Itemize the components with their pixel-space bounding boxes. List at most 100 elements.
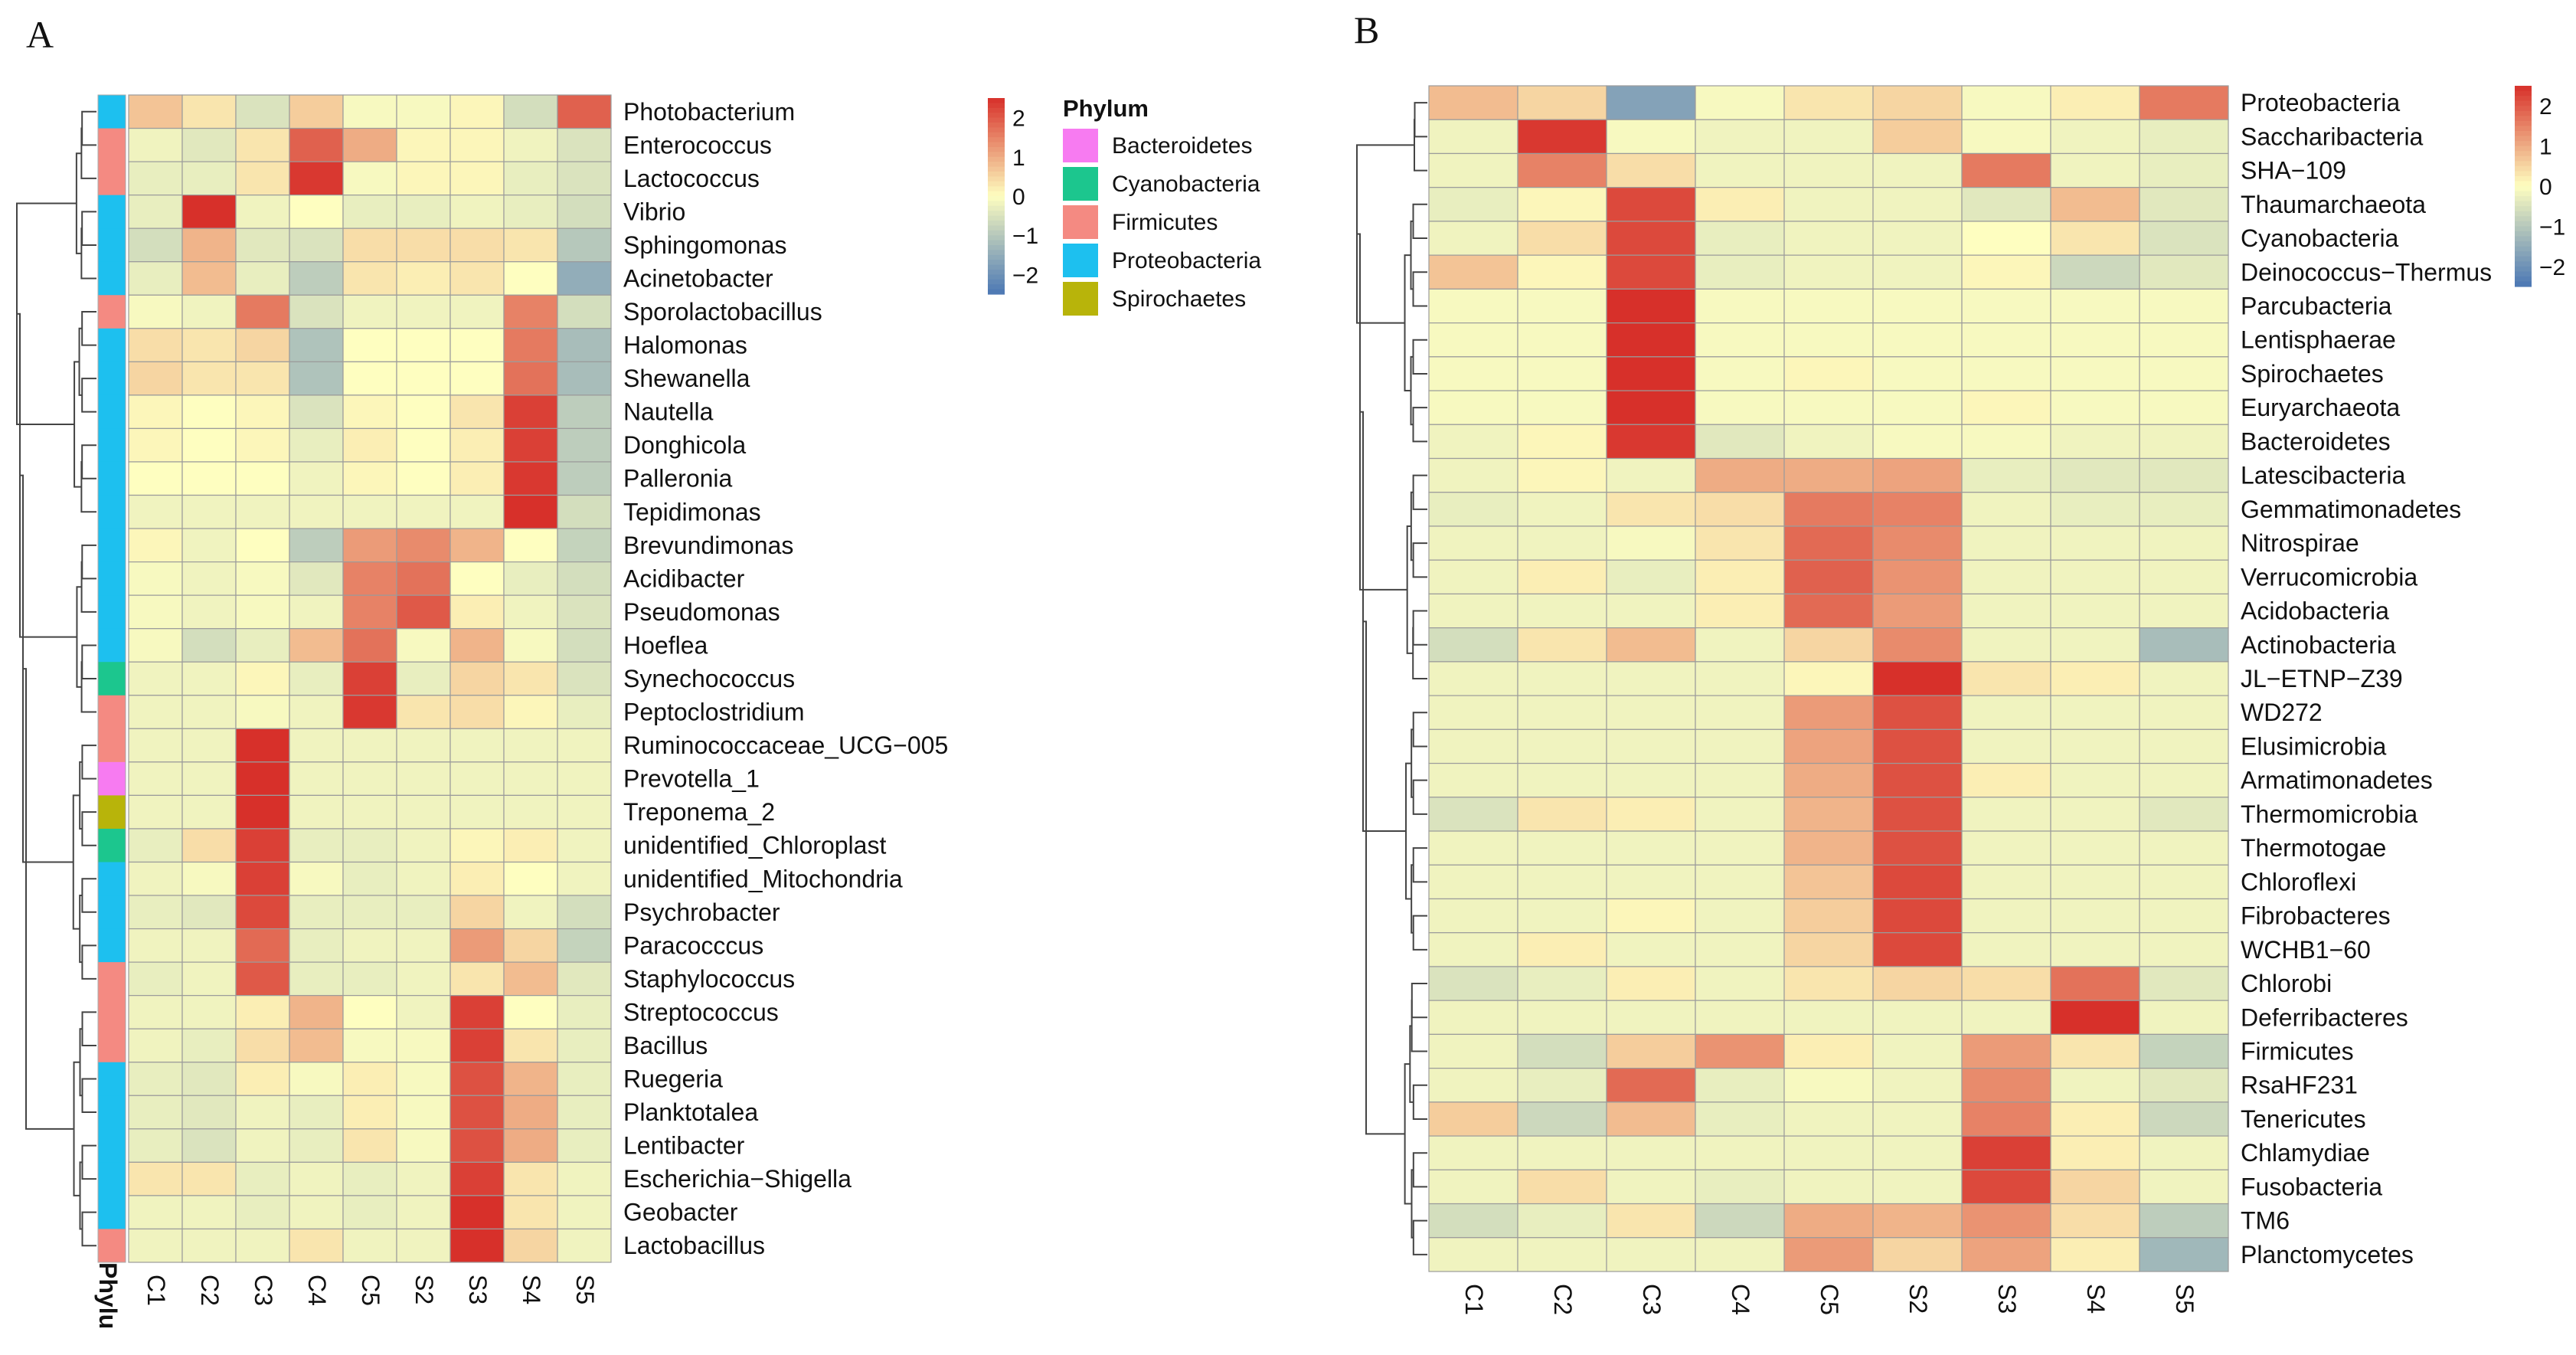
color-scale-a-swatch [988,117,1005,123]
heatmap-b-cell [1872,1237,1963,1272]
heatmap-a-cell [181,928,237,963]
heatmap-a-row-label: Vibrio [623,198,685,225]
heatmap-a-cell [235,461,290,496]
heatmap-b-cell [1872,1000,1963,1035]
heatmap-b-row-label: Acidobacteria [2241,597,2389,625]
dendrogram-b-branch [1360,411,1407,833]
heatmap-a-cell [235,995,290,1029]
heatmap-a-cell [396,394,451,430]
heatmap-a-cell [235,427,290,463]
heatmap-a-cell [289,1195,344,1230]
color-scale-a-tick-label: −1 [1012,224,1038,249]
color-scale-a-swatch [988,245,1005,250]
heatmap-a-cell [449,1161,505,1196]
heatmap-a-cell [235,1095,290,1130]
color-scale-b: 2 1 0 −1 −2 [2515,86,2565,287]
heatmap-b-cell [1517,695,1607,730]
color-scale-b-tick-label: −1 [2539,214,2565,240]
color-scale-b-swatch [2515,251,2532,257]
heatmap-a-cell [181,127,237,162]
heatmap-a-cell [557,861,612,896]
dendrogram-a-branch [80,561,96,613]
heatmap-b-cell [1428,830,1518,866]
heatmap-a-cell [289,1128,344,1163]
color-scale-a-swatch [988,240,1005,246]
heatmap-a-cell [503,528,558,563]
heatmap-b-cell [1783,390,1874,425]
heatmap-b-cell [1872,864,1963,900]
color-scale-a-swatch [988,191,1005,197]
heatmap-a-phylum-annotation-cell [98,828,126,862]
heatmap-b-cell [1872,762,1963,798]
heatmap-a-cell [235,227,290,263]
heatmap-b-cell [2139,1135,2229,1170]
heatmap-a-cell [396,995,451,1029]
dendrogram-b-branch [1404,254,1411,392]
heatmap-a-cell [449,227,505,263]
heatmap-b-cell [1517,559,1607,595]
dendrogram-b-branch [1412,1084,1427,1120]
heatmap-a-cell [235,361,290,396]
heatmap-b-cell [1783,424,1874,460]
heatmap-a-cell [449,1095,505,1130]
dendrogram-a-branch [80,661,96,713]
heatmap-a-cell [503,1062,558,1096]
heatmap-b-cell [1428,966,1518,1001]
heatmap-b-cell [2050,85,2140,120]
heatmap-b-cell [1517,1000,1607,1035]
heatmap-a-cell [449,127,505,162]
heatmap-b-cell [1606,322,1696,358]
heatmap-a-cell [557,528,612,563]
color-scale-a-swatch [988,98,1005,103]
dendrogram-b-branch [1412,915,1427,951]
color-scale-a-swatch [988,215,1005,221]
heatmap-a-cell [128,895,183,930]
heatmap-a-cell [289,494,344,529]
heatmap-a-cell [181,161,237,196]
heatmap-b-cell [1606,152,1696,188]
heatmap-b-cell [2139,830,2229,866]
heatmap-a-cell [503,127,558,162]
heatmap-a-row-label: Lactococcus [623,165,760,192]
heatmap-b-cell [1517,288,1607,324]
heatmap-b-cell [1961,830,2051,866]
heatmap-b-cell [1695,762,1785,798]
heatmap-b-cell [1695,356,1785,391]
heatmap-a-cell [557,328,612,362]
heatmap-a-cell [289,661,344,696]
color-scale-a-swatch [988,260,1005,266]
dendrogram-b-branch [1405,762,1412,900]
heatmap-b-cell [1695,1033,1785,1069]
color-scale-a-swatch [988,274,1005,280]
heatmap-a-cell [396,961,451,997]
heatmap-b-cell [1872,288,1963,324]
heatmap-a-cell [289,828,344,863]
heatmap-b-cell [1872,593,1963,629]
heatmap-a-cell [181,427,237,463]
heatmap-b-cell [1695,221,1785,256]
phylum-legend-entry: Firmicutes [1112,210,1218,235]
heatmap-a-cell [289,1228,344,1263]
heatmap-a-cell [342,961,397,997]
heatmap-b-cell [1872,728,1963,764]
heatmap-b-row-label: Nitrospirae [2241,529,2359,557]
heatmap-b-cell [2050,593,2140,629]
heatmap-b-cell [1606,457,1696,493]
color-scale-b-swatch [2515,90,2532,97]
heatmap-b-cell [1872,797,1963,832]
heatmap-a-cell [396,127,451,162]
heatmap-b-cell [1606,424,1696,460]
heatmap-a-cell [128,761,183,796]
heatmap-b-cell [2139,1237,2229,1272]
heatmap-a-phylum-annotation-cell [98,761,126,796]
heatmap-a-cell [235,861,290,896]
heatmap-b-cell [1783,152,1874,188]
dendrogram-a-branch [80,127,96,179]
heatmap-a-cell [396,294,451,329]
phylum-legend: Phylum Bacteroidetes Cyanobacteria Firmicu… [1063,95,1261,316]
heatmap-a-cell [289,127,344,162]
color-scale-a-swatch [988,137,1005,143]
heatmap-b-cell [1428,1169,1518,1205]
heatmap-b-cell [1695,830,1785,866]
heatmap-a-cell [396,561,451,596]
